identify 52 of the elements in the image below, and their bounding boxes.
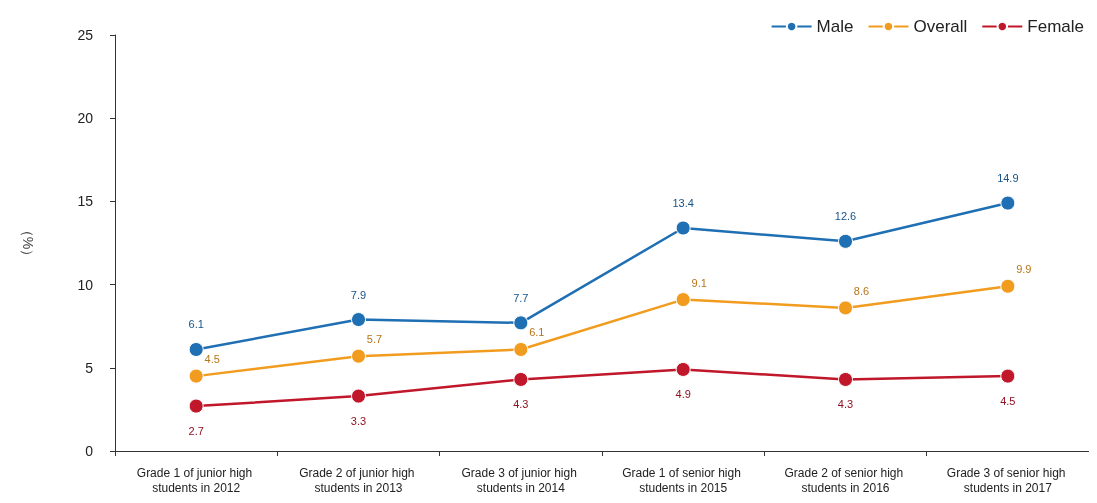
point xyxy=(513,371,529,387)
x-tick-label: Grade 1 of senior high students in 2015 xyxy=(622,465,745,495)
point xyxy=(188,342,204,357)
point xyxy=(675,292,691,308)
y-tick-label: 15 xyxy=(77,193,94,210)
data-label: 7.7 xyxy=(513,291,529,304)
data-label: 9.1 xyxy=(691,276,707,289)
legend-label: Overall xyxy=(913,17,968,36)
x-tick-label: Grade 2 of senior high students in 2016 xyxy=(784,465,907,495)
point xyxy=(1000,368,1016,384)
y-tick-label: 20 xyxy=(77,110,94,127)
point xyxy=(838,300,853,316)
data-label: 3.3 xyxy=(350,415,367,428)
data-label: 13.4 xyxy=(672,197,694,210)
point xyxy=(351,348,366,364)
data-label: 9.9 xyxy=(1016,263,1032,276)
legend-label: Female xyxy=(1027,17,1084,36)
data-label: 5.7 xyxy=(366,333,383,346)
point xyxy=(188,368,204,384)
point xyxy=(838,233,853,249)
point xyxy=(1000,195,1016,211)
y-tick-label: 25 xyxy=(77,27,94,43)
y-axis-title: （%） xyxy=(20,222,36,264)
data-label: 4.5 xyxy=(204,353,220,366)
data-label: 4.9 xyxy=(675,388,691,401)
point xyxy=(513,315,529,331)
point xyxy=(513,342,529,357)
y-tick-label: 5 xyxy=(85,359,94,376)
data-label: 6.1 xyxy=(529,326,545,339)
data-label: 4.3 xyxy=(513,398,529,411)
x-tick-label: Grade 3 of senior high students in 2017 xyxy=(946,465,1069,495)
data-label: 14.9 xyxy=(997,172,1019,185)
data-label: 6.1 xyxy=(188,318,204,331)
legend-label: Male xyxy=(816,17,854,36)
x-tick-label: Grade 3 of junior high students in 2014 xyxy=(461,465,581,495)
point xyxy=(188,398,204,414)
data-label: 4.3 xyxy=(837,398,854,411)
point xyxy=(1000,278,1016,294)
y-tick-label: 0 xyxy=(85,443,94,459)
point xyxy=(675,361,691,377)
data-label: 2.7 xyxy=(188,425,204,438)
point xyxy=(838,371,853,387)
data-label: 12.6 xyxy=(834,210,857,223)
data-label: 8.6 xyxy=(853,284,870,297)
data-label: 7.9 xyxy=(350,288,367,301)
point xyxy=(351,312,366,328)
data-label: 4.5 xyxy=(1000,395,1016,408)
x-tick-label: Grade 2 of junior high students in 2013 xyxy=(299,465,418,495)
point xyxy=(351,388,366,404)
x-tick-label: Grade 1 of junior high students in 2012 xyxy=(136,465,256,495)
y-tick-label: 10 xyxy=(77,276,94,293)
point xyxy=(675,220,691,236)
